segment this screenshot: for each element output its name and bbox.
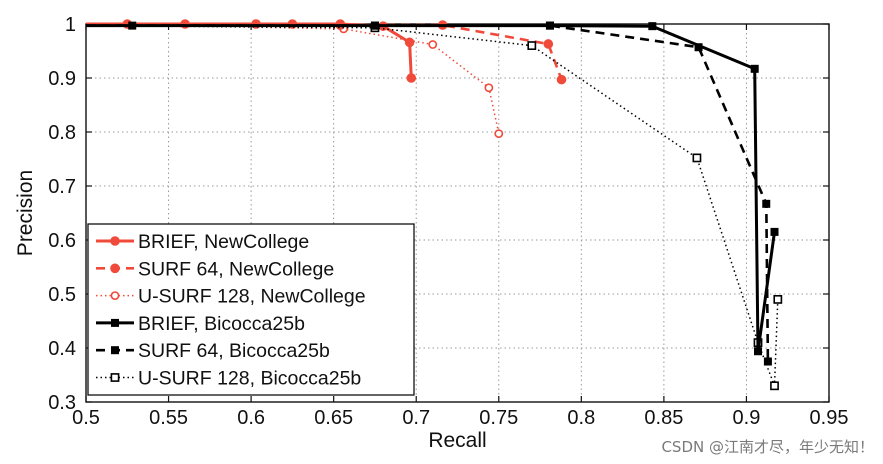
data-point — [754, 347, 763, 356]
legend-label: SURF 64, Bicocca25b — [138, 340, 330, 362]
legend-marker — [110, 263, 120, 274]
y-tick-label: 0.8 — [48, 122, 76, 144]
x-tick-label: 0.5 — [72, 407, 100, 429]
x-tick-label: 0.85 — [644, 407, 683, 429]
legend-box — [87, 223, 415, 396]
data-point — [494, 129, 504, 139]
data-point — [648, 22, 657, 31]
legend-marker — [111, 318, 119, 327]
data-series — [85, 19, 783, 391]
series-3 — [86, 21, 779, 356]
data-point — [763, 357, 772, 366]
legend-item: SURF 64, NewCollege — [96, 258, 334, 280]
y-tick-label: 0.4 — [48, 338, 76, 360]
legend: BRIEF, NewCollege SURF 64, NewCollege U-SU… — [87, 223, 415, 396]
x-tick-label: 0.95 — [810, 407, 849, 429]
legend-item: BRIEF, NewCollege — [96, 231, 309, 253]
legend-marker — [110, 236, 120, 246]
data-point — [762, 199, 771, 208]
legend-label: BRIEF, Bicocca25b — [138, 313, 305, 335]
legend-marker — [110, 291, 120, 300]
legend-marker — [111, 346, 119, 355]
data-point — [694, 43, 703, 52]
grid — [86, 24, 829, 402]
x-tick-label: 0.75 — [479, 407, 518, 429]
data-point — [773, 294, 783, 304]
plot-frame — [85, 23, 830, 403]
axis-ticks: 0.5 0.55 0.6 0.65 0.7 0.75 0.8 0.85 0.9 0.950.30.… — [48, 14, 848, 429]
y-tick-label: 0.7 — [48, 176, 76, 198]
data-point — [692, 153, 702, 163]
data-point — [770, 227, 779, 236]
legend-item: U-SURF 128, Bicocca25b — [96, 368, 361, 390]
legend-item: U-SURF 128, NewCollege — [96, 286, 366, 308]
x-tick-label: 0.55 — [149, 407, 188, 429]
y-axis-label: Precision — [14, 170, 37, 256]
x-tick-label: 0.8 — [567, 407, 595, 429]
y-tick-label: 1 — [65, 14, 76, 36]
data-point — [750, 64, 759, 73]
legend-label: SURF 64, NewCollege — [138, 258, 334, 280]
y-tick-label: 0.3 — [48, 392, 76, 414]
y-tick-label: 0.6 — [48, 230, 76, 252]
data-point — [404, 37, 415, 48]
data-point — [128, 21, 137, 30]
legend-item: BRIEF, Bicocca25b — [96, 313, 305, 335]
data-point — [545, 21, 554, 30]
data-point — [428, 40, 438, 49]
y-tick-label: 0.5 — [48, 284, 76, 306]
data-point — [527, 41, 537, 50]
x-tick-label: 0.7 — [402, 407, 430, 429]
y-tick-label: 0.9 — [48, 68, 76, 90]
legend-label: BRIEF, NewCollege — [138, 231, 309, 253]
legend-label: U-SURF 128, NewCollege — [138, 286, 366, 308]
x-tick-label: 0.9 — [733, 407, 761, 429]
data-point — [770, 381, 779, 391]
x-axis-label: Recall — [428, 429, 486, 452]
data-point — [543, 39, 554, 49]
data-point — [484, 83, 494, 93]
data-point — [556, 74, 567, 85]
x-tick-label: 0.6 — [237, 407, 265, 429]
watermark-text: CSDN @江南才尽，年少无知！ — [661, 438, 874, 456]
data-point — [406, 73, 417, 83]
data-point — [370, 21, 379, 30]
legend-marker — [110, 373, 120, 382]
legend-label: U-SURF 128, Bicocca25b — [138, 368, 361, 390]
x-tick-label: 0.65 — [314, 407, 353, 429]
series-line — [86, 24, 776, 353]
legend-item: SURF 64, Bicocca25b — [96, 340, 330, 362]
